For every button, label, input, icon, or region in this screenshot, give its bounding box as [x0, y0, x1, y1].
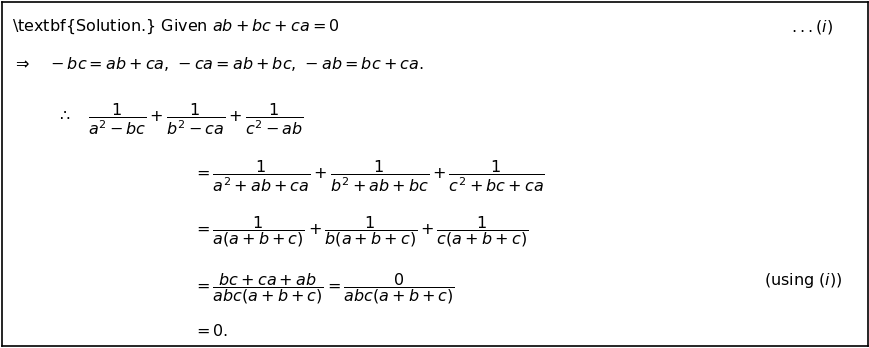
Text: $\therefore\quad\dfrac{1}{a^2 - bc} + \dfrac{1}{b^2 - ca} + \dfrac{1}{c^2 - ab}$: $\therefore\quad\dfrac{1}{a^2 - bc} + \d…: [56, 102, 303, 137]
Text: $...(i)$: $...(i)$: [790, 17, 833, 35]
Text: $= \dfrac{1}{a^2 + ab + ca} + \dfrac{1}{b^2 + ab + bc} + \dfrac{1}{c^2 + bc + ca: $= \dfrac{1}{a^2 + ab + ca} + \dfrac{1}{…: [192, 159, 544, 194]
Text: \textbf{Solution.} Given $ab + bc + ca = 0$: \textbf{Solution.} Given $ab + bc + ca =…: [12, 17, 340, 36]
Text: $= \dfrac{1}{a(a + b + c)} + \dfrac{1}{b(a + b + c)} + \dfrac{1}{c(a + b + c)}$: $= \dfrac{1}{a(a + b + c)} + \dfrac{1}{b…: [192, 214, 527, 248]
Text: $= 0.$: $= 0.$: [192, 323, 228, 339]
Text: $(\text{using }(i))$: $(\text{using }(i))$: [763, 271, 841, 290]
Text: $= \dfrac{bc + ca + ab}{abc(a + b + c)} = \dfrac{0}{abc(a + b + c)}$: $= \dfrac{bc + ca + ab}{abc(a + b + c)} …: [192, 271, 454, 306]
Text: $\Rightarrow\quad -bc = ab + ca,\, -ca = ab + bc,\, -ab = bc + ca.$: $\Rightarrow\quad -bc = ab + ca,\, -ca =…: [12, 55, 423, 73]
